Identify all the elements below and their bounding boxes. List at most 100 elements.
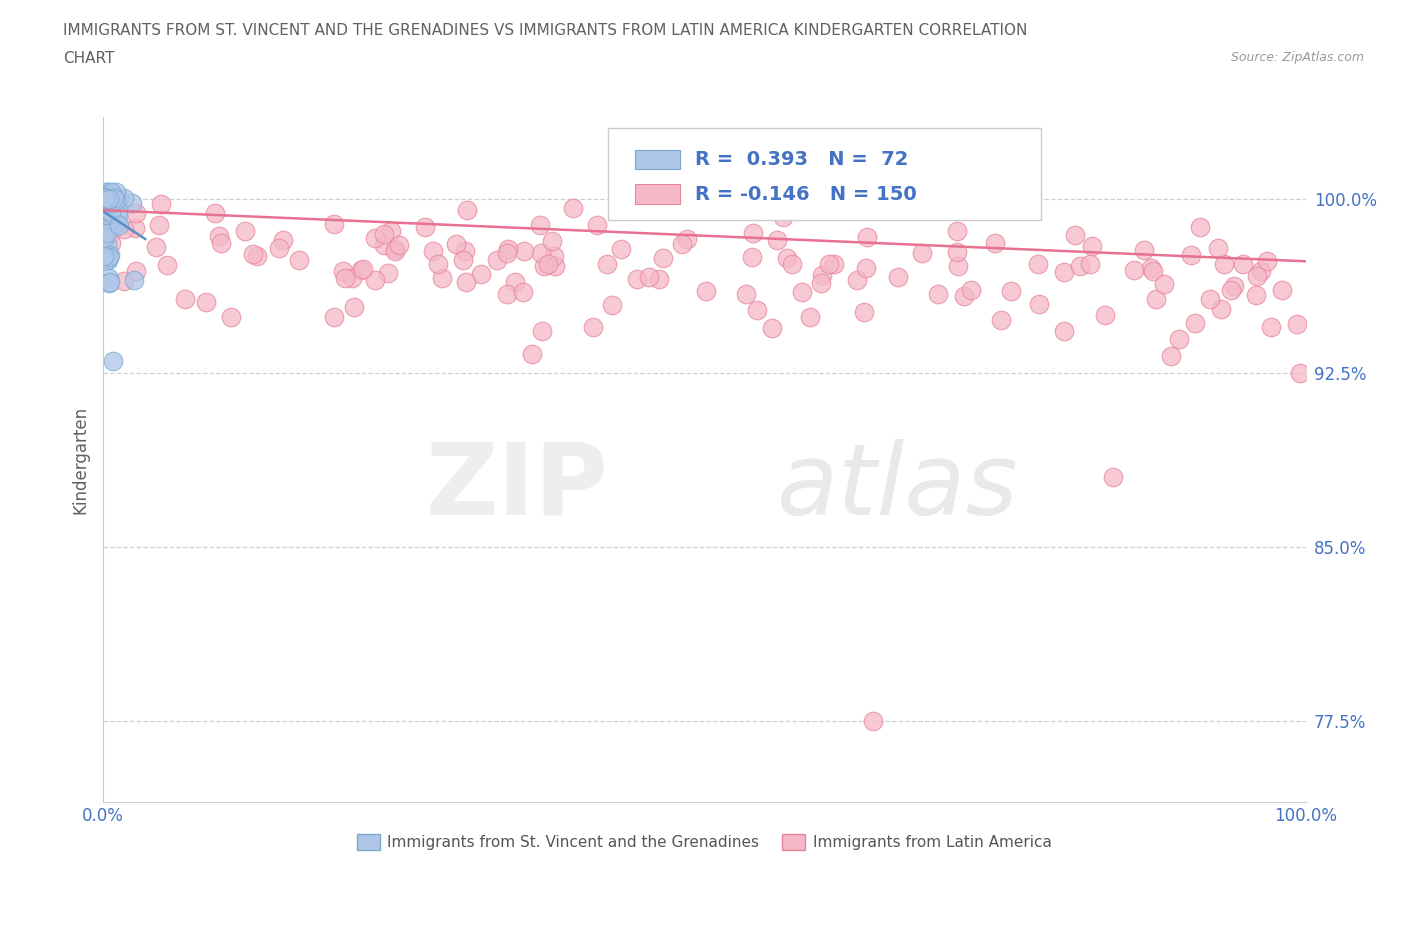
Point bbox=[1184, 315, 1206, 330]
Point bbox=[823, 257, 845, 272]
Point bbox=[333, 271, 356, 286]
Point bbox=[364, 231, 387, 246]
Point bbox=[946, 245, 969, 259]
Point bbox=[97, 253, 120, 268]
Point bbox=[1144, 292, 1167, 307]
Point bbox=[93, 196, 115, 211]
Point bbox=[543, 249, 565, 264]
Point bbox=[1153, 276, 1175, 291]
Point bbox=[288, 252, 311, 267]
Point bbox=[1286, 316, 1309, 331]
Point bbox=[1288, 365, 1310, 380]
Point bbox=[267, 241, 290, 256]
Point bbox=[1244, 288, 1267, 303]
Point bbox=[94, 202, 117, 217]
Point bbox=[544, 259, 567, 273]
Point bbox=[94, 198, 117, 213]
Point bbox=[98, 192, 121, 206]
Point bbox=[852, 305, 875, 320]
Point bbox=[1213, 257, 1236, 272]
Point bbox=[94, 187, 117, 202]
Point bbox=[235, 224, 257, 239]
Point bbox=[1256, 254, 1278, 269]
Point bbox=[94, 216, 117, 231]
Point bbox=[586, 218, 609, 232]
Point bbox=[112, 191, 135, 206]
Point bbox=[97, 201, 120, 216]
Point bbox=[373, 238, 395, 253]
Point bbox=[990, 312, 1012, 327]
Point bbox=[540, 234, 562, 249]
Point bbox=[242, 246, 264, 261]
Point bbox=[98, 191, 121, 206]
Point bbox=[745, 302, 768, 317]
Point bbox=[533, 258, 555, 272]
Point bbox=[496, 286, 519, 301]
Point bbox=[1063, 228, 1085, 243]
Text: R =  0.393   N =  72: R = 0.393 N = 72 bbox=[695, 151, 908, 169]
Text: IMMIGRANTS FROM ST. VINCENT AND THE GRENADINES VS IMMIGRANTS FROM LATIN AMERICA : IMMIGRANTS FROM ST. VINCENT AND THE GREN… bbox=[63, 23, 1028, 38]
Point bbox=[927, 286, 949, 301]
Point bbox=[486, 253, 509, 268]
Point bbox=[529, 218, 551, 232]
Point bbox=[1260, 319, 1282, 334]
Point bbox=[340, 271, 363, 286]
Point bbox=[676, 232, 699, 246]
Point bbox=[537, 257, 560, 272]
Point bbox=[1232, 257, 1254, 272]
Point bbox=[246, 248, 269, 263]
Point bbox=[93, 218, 115, 232]
Point bbox=[108, 192, 131, 206]
Point bbox=[427, 257, 450, 272]
Point bbox=[845, 272, 868, 287]
Point bbox=[145, 240, 167, 255]
Point bbox=[97, 188, 120, 203]
Point bbox=[772, 209, 794, 224]
Point bbox=[101, 193, 124, 207]
Point bbox=[651, 250, 673, 265]
Point bbox=[350, 263, 373, 278]
Point bbox=[799, 310, 821, 325]
Point bbox=[94, 184, 117, 199]
Point bbox=[195, 295, 218, 310]
Point bbox=[148, 218, 170, 232]
Point bbox=[946, 224, 969, 239]
Point bbox=[94, 193, 117, 207]
Point bbox=[855, 230, 877, 245]
Point bbox=[96, 193, 118, 207]
Point bbox=[1133, 242, 1156, 257]
Point bbox=[322, 310, 344, 325]
Point bbox=[373, 226, 395, 241]
Point bbox=[959, 283, 981, 298]
Point bbox=[98, 247, 121, 262]
Point bbox=[96, 184, 118, 199]
Point bbox=[98, 275, 121, 290]
Point bbox=[780, 257, 803, 272]
Point bbox=[271, 232, 294, 247]
Point bbox=[384, 244, 406, 259]
Point bbox=[93, 190, 115, 205]
Point bbox=[107, 203, 129, 218]
Point bbox=[734, 286, 756, 301]
Point bbox=[98, 211, 121, 226]
Point bbox=[100, 195, 122, 210]
Point bbox=[377, 265, 399, 280]
FancyBboxPatch shape bbox=[609, 127, 1040, 220]
Point bbox=[454, 275, 477, 290]
Point bbox=[637, 269, 659, 284]
Text: Source: ZipAtlas.com: Source: ZipAtlas.com bbox=[1230, 51, 1364, 64]
Point bbox=[413, 219, 436, 234]
Point bbox=[97, 248, 120, 263]
Point bbox=[150, 197, 173, 212]
Point bbox=[1160, 349, 1182, 364]
Point bbox=[1250, 263, 1272, 278]
Point bbox=[208, 229, 231, 244]
Point bbox=[107, 218, 129, 232]
Point bbox=[530, 324, 553, 339]
Point bbox=[98, 188, 121, 203]
Point bbox=[343, 299, 366, 314]
Point bbox=[156, 258, 179, 272]
Point bbox=[112, 221, 135, 236]
Point bbox=[105, 216, 128, 231]
Point bbox=[209, 236, 232, 251]
